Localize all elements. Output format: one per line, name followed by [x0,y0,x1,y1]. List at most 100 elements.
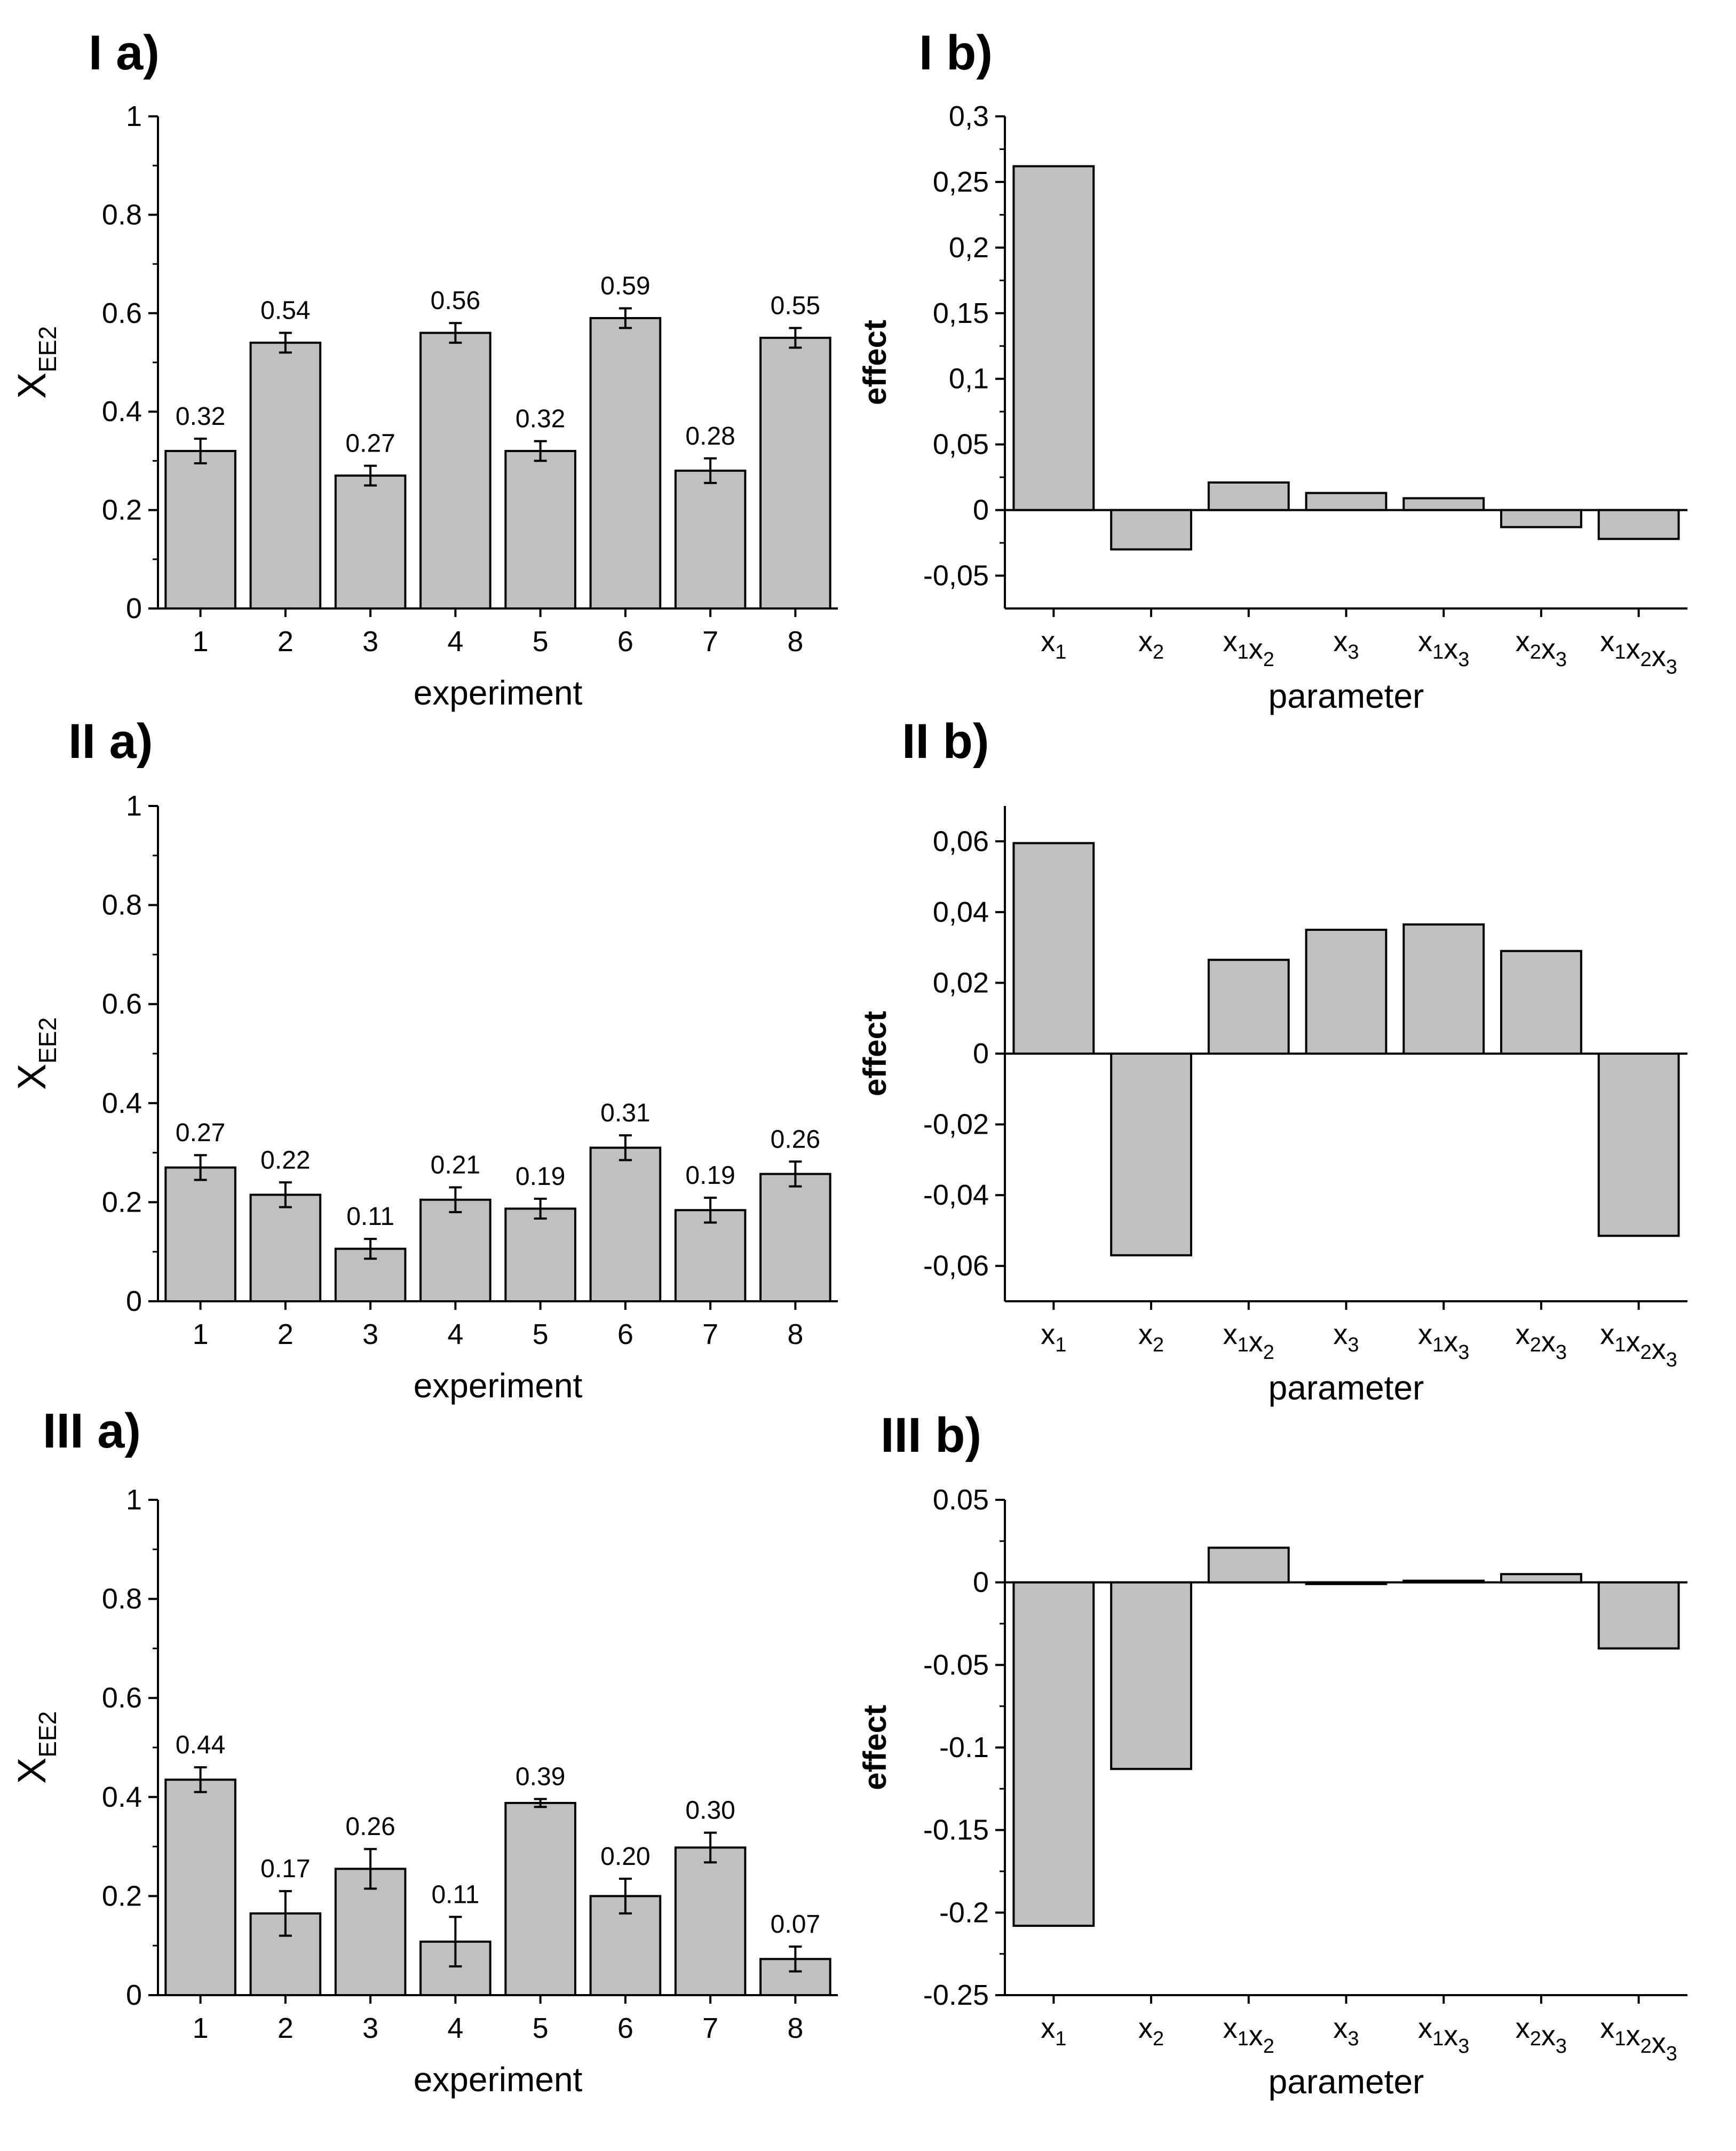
x-tick-label: 7 [702,626,718,658]
x-tick-label: x1x3 [1418,2012,1469,2058]
x-tick-label-sub: 3 [1458,649,1469,671]
x-tick-label-sub: 1 [1432,1334,1444,1356]
data-label: 0.56 [431,287,480,315]
x-tick-label: x1x2x3 [1600,626,1677,678]
x-tick-label: 7 [702,2012,718,2044]
y-tick-label: 0.4 [102,1781,142,1813]
y-tick-label: -0,05 [923,560,989,592]
x-tick-label: x1x2 [1223,626,1274,671]
x-tick-label-sub: 3 [1556,1341,1567,1364]
bar [419,331,492,610]
x-tick-label-sub: 2 [1153,1334,1164,1356]
bar [759,336,831,610]
x-tick-label-sub: 3 [1556,2035,1567,2058]
bar [1402,497,1485,511]
x-tick-label-main: x [1333,2012,1347,2044]
x-tick-label: 5 [533,1318,549,1350]
y-tick-label: 0,04 [933,896,989,928]
y-tick-label: 0,02 [933,967,989,999]
y-tick-label: 0.4 [102,1087,142,1119]
x-tick-label-main: x [1541,2020,1556,2052]
y-tick-label: -0.15 [923,1814,989,1846]
x-tick-label: 1 [193,2012,209,2044]
x-tick-label: x1x2 [1223,1318,1274,1364]
y-tick-label: -0,02 [923,1109,989,1141]
bar [589,1146,662,1303]
x-tick-label-main: x [1541,633,1556,665]
x-tick-label-main: x [1418,2012,1432,2044]
x-tick-label-main: x [1444,633,1458,665]
bar [1305,492,1388,511]
x-tick-label: 7 [702,1318,718,1350]
y-tick-label: 0,25 [933,166,989,198]
x-tick-label: x3 [1333,2012,1359,2050]
panel-title-IIb: II b) [902,714,989,769]
bar [1500,509,1582,528]
data-label: 0.07 [771,1910,820,1939]
x-tick-label: x1x3 [1418,626,1469,671]
y-axis-title-main: X [10,1758,54,1784]
x-tick-label-sub: 2 [1530,1334,1541,1356]
data-label: 0.21 [431,1151,480,1180]
x-tick-label: 3 [362,1318,378,1350]
panel-title-IIIb: III b) [881,1408,981,1462]
y-tick-label: 0,2 [949,232,989,264]
x-tick-label: 4 [447,626,463,658]
data-label: 0.44 [176,1731,225,1759]
data-label: 0.26 [345,1813,395,1841]
x-tick-label-sub: 2 [1640,2035,1652,2058]
x-tick-label-sub: 2 [1640,1341,1652,1364]
x-tick-label: x2 [1138,2012,1164,2050]
x-tick-label-sub: 1 [1614,2028,1626,2050]
y-tick-label: 0.05 [933,1484,989,1516]
bar [249,342,322,610]
x-tick-label-main: x [1333,626,1347,658]
x-tick-label-sub: 3 [1666,2043,1677,2065]
x-tick-label-main: x [1223,1318,1238,1350]
x-tick-label-sub: 2 [1530,2028,1541,2050]
x-tick-label: 5 [533,2012,549,2044]
x-tick-label-main: x [1138,626,1153,658]
y-axis-title-sub: EE2 [34,1017,61,1064]
x-tick-label-main: x [1516,626,1530,658]
x-tick-label-sub: 3 [1666,656,1677,678]
panel-title-Ia: I a) [89,26,160,80]
y-tick-label: 0.2 [102,494,142,526]
x-tick-label: 6 [617,626,633,658]
y-tick-label: 0 [973,1038,989,1070]
y-tick-label: -0,04 [923,1179,989,1211]
x-tick-label: x1x3 [1418,1318,1469,1364]
x-tick-label-main: x [1223,2012,1238,2044]
x-tick-label-sub: 2 [1640,649,1652,671]
bar [589,317,662,610]
x-tick-label-sub: 2 [1153,2028,1164,2050]
y-tick-label: 0 [126,592,142,624]
x-tick-label: 4 [447,2012,463,2044]
x-tick-label-main: x [1138,1318,1153,1350]
data-label: 0.22 [260,1146,310,1174]
x-tick-label: x2 [1138,626,1164,663]
x-tick-label: 3 [362,2012,378,2044]
data-label: 0.19 [685,1161,735,1190]
bar [1597,509,1680,540]
data-label: 0.32 [516,405,565,433]
x-tick-label-main: x [1516,1318,1530,1350]
bar [1207,481,1290,511]
x-tick-label-main: x [1626,2020,1640,2052]
y-tick-label: -0.2 [939,1896,989,1928]
chart-IIa: 0 0.2 0.4 0.6 0.8 1 0.27 1 0.22 2 0.11 3 0.21 4 0.19 5 0… [10,790,838,1405]
data-label: 0.17 [260,1855,310,1883]
bar [164,1778,236,1997]
data-label: 0.19 [516,1163,565,1191]
x-tick-label: x2 [1138,1318,1164,1356]
x-tick-label: 6 [617,2012,633,2044]
bar [1110,509,1192,551]
y-tick-label: 0,3 [949,100,989,132]
data-label: 0.28 [685,422,735,450]
data-label: 0.55 [771,291,820,320]
x-tick-label-sub: 2 [1263,649,1274,671]
bar [334,475,407,610]
